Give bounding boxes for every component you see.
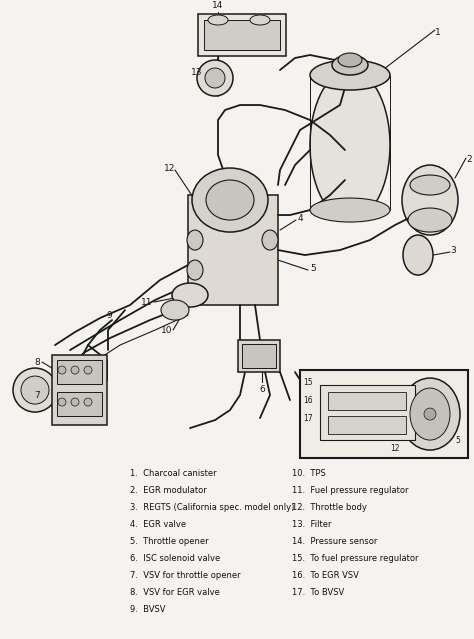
Ellipse shape bbox=[84, 398, 92, 406]
Text: 4: 4 bbox=[298, 213, 304, 222]
Text: 13: 13 bbox=[191, 68, 202, 77]
Ellipse shape bbox=[310, 70, 390, 220]
Bar bbox=[328, 416, 406, 434]
Ellipse shape bbox=[13, 368, 57, 412]
Bar bbox=[57, 392, 102, 416]
Bar bbox=[188, 195, 278, 305]
Ellipse shape bbox=[400, 378, 460, 450]
Text: 5: 5 bbox=[310, 263, 316, 273]
Text: 2: 2 bbox=[466, 155, 472, 164]
Text: 4.  EGR valve: 4. EGR valve bbox=[130, 520, 186, 529]
Text: 7: 7 bbox=[34, 390, 40, 399]
Text: 13.  Filter: 13. Filter bbox=[292, 520, 331, 529]
Text: 7.  VSV for throttle opener: 7. VSV for throttle opener bbox=[130, 571, 241, 580]
Bar bbox=[198, 14, 286, 56]
Text: 2.  EGR modulator: 2. EGR modulator bbox=[130, 486, 207, 495]
Ellipse shape bbox=[402, 165, 458, 235]
Text: 14: 14 bbox=[212, 1, 224, 10]
Text: 12: 12 bbox=[390, 444, 400, 453]
Ellipse shape bbox=[21, 376, 49, 404]
Ellipse shape bbox=[408, 208, 452, 232]
Bar bbox=[52, 355, 107, 425]
Text: 8: 8 bbox=[34, 358, 40, 367]
Ellipse shape bbox=[172, 283, 208, 307]
Ellipse shape bbox=[332, 55, 368, 75]
Text: 8.  VSV for EGR valve: 8. VSV for EGR valve bbox=[130, 588, 220, 597]
Text: 11: 11 bbox=[140, 298, 152, 307]
Text: 12: 12 bbox=[164, 164, 175, 173]
Ellipse shape bbox=[410, 175, 450, 195]
Ellipse shape bbox=[58, 366, 66, 374]
Bar bbox=[300, 370, 468, 458]
Bar bbox=[204, 20, 280, 50]
Text: 9: 9 bbox=[106, 311, 112, 320]
Ellipse shape bbox=[58, 398, 66, 406]
Ellipse shape bbox=[205, 68, 225, 88]
Ellipse shape bbox=[206, 180, 254, 220]
Text: 17: 17 bbox=[303, 414, 313, 423]
Bar bbox=[320, 385, 415, 440]
Text: 3.  REGTS (California spec. model only): 3. REGTS (California spec. model only) bbox=[130, 503, 295, 512]
Text: 5: 5 bbox=[455, 436, 460, 445]
Text: 3: 3 bbox=[450, 245, 456, 254]
Text: 16.  To EGR VSV: 16. To EGR VSV bbox=[292, 571, 358, 580]
Text: 15: 15 bbox=[303, 378, 313, 387]
Text: 6.  ISC solenoid valve: 6. ISC solenoid valve bbox=[130, 554, 220, 563]
Text: 5.  Throttle opener: 5. Throttle opener bbox=[130, 537, 209, 546]
Bar bbox=[328, 392, 406, 410]
Text: 6: 6 bbox=[259, 385, 265, 394]
Text: 15.  To fuel pressure regulator: 15. To fuel pressure regulator bbox=[292, 554, 418, 563]
Ellipse shape bbox=[187, 260, 203, 280]
Bar bbox=[238, 340, 280, 372]
Text: 14.  Pressure sensor: 14. Pressure sensor bbox=[292, 537, 377, 546]
Ellipse shape bbox=[410, 388, 450, 440]
Text: 11.  Fuel pressure regulator: 11. Fuel pressure regulator bbox=[292, 486, 408, 495]
Text: 10: 10 bbox=[161, 325, 172, 335]
Ellipse shape bbox=[192, 168, 268, 232]
Bar bbox=[57, 360, 102, 384]
Ellipse shape bbox=[424, 408, 436, 420]
Ellipse shape bbox=[403, 235, 433, 275]
Ellipse shape bbox=[197, 60, 233, 96]
Ellipse shape bbox=[187, 230, 203, 250]
Ellipse shape bbox=[310, 198, 390, 222]
Text: 1: 1 bbox=[435, 28, 441, 37]
Text: 12.  Throttle body: 12. Throttle body bbox=[292, 503, 366, 512]
Ellipse shape bbox=[250, 15, 270, 25]
Text: 10.  TPS: 10. TPS bbox=[292, 469, 325, 478]
Ellipse shape bbox=[84, 366, 92, 374]
Ellipse shape bbox=[310, 60, 390, 90]
Ellipse shape bbox=[338, 53, 362, 67]
Ellipse shape bbox=[71, 366, 79, 374]
Ellipse shape bbox=[208, 15, 228, 25]
Ellipse shape bbox=[71, 398, 79, 406]
Text: 16: 16 bbox=[303, 396, 313, 405]
Text: 1.  Charcoal canister: 1. Charcoal canister bbox=[130, 469, 217, 478]
Bar bbox=[242, 344, 276, 368]
Ellipse shape bbox=[161, 300, 189, 320]
Text: 9.  BVSV: 9. BVSV bbox=[130, 605, 166, 614]
Text: 17.  To BVSV: 17. To BVSV bbox=[292, 588, 344, 597]
Ellipse shape bbox=[262, 230, 278, 250]
